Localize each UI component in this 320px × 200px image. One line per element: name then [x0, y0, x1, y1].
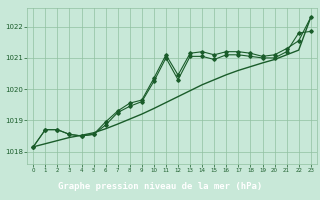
Text: Graphe pression niveau de la mer (hPa): Graphe pression niveau de la mer (hPa)	[58, 182, 262, 191]
